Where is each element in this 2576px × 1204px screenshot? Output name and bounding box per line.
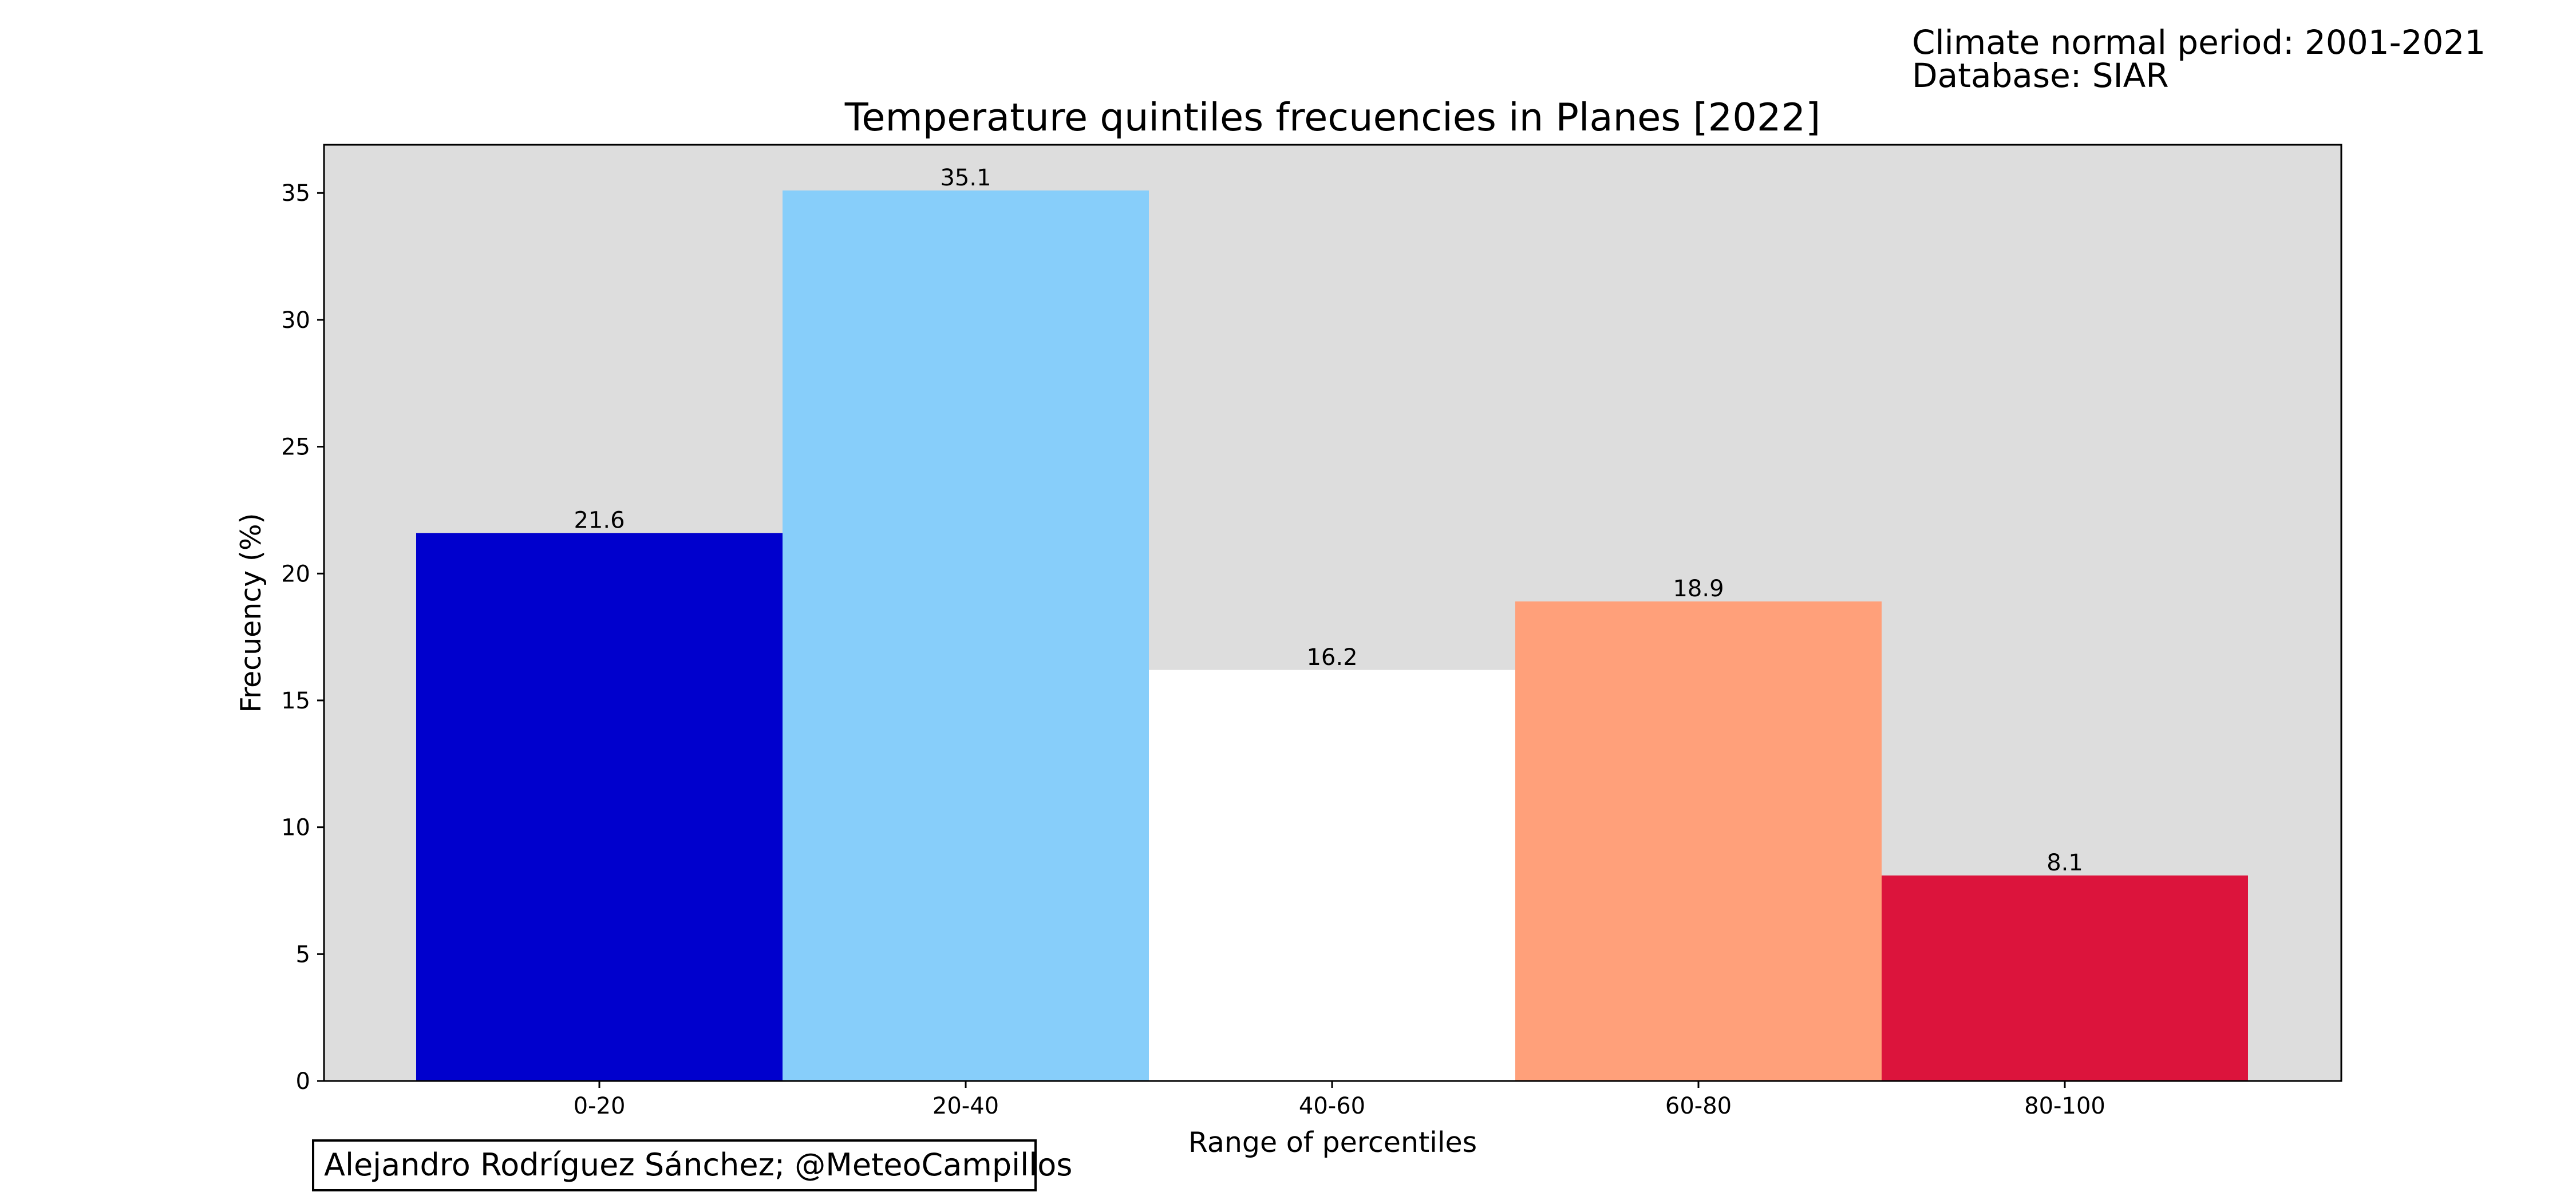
x-tick-label: 60-80	[1665, 1093, 1732, 1119]
y-tick-label: 0	[296, 1068, 310, 1095]
bar-value-label: 16.2	[1306, 644, 1357, 671]
y-tick-label: 20	[281, 561, 310, 587]
bar-value-label: 8.1	[2046, 850, 2083, 876]
x-axis-ticks: 0-20 20-40 40-60 60-80 80-100	[574, 1081, 2105, 1119]
plot-frame	[323, 144, 2342, 1082]
climate-normal-text: Climate normal period: 2001-2021	[1912, 23, 2486, 62]
y-tick-label: 15	[281, 688, 310, 714]
x-tick-label: 80-100	[2024, 1093, 2105, 1119]
credit-text: Alejandro Rodríguez Sánchez; @MeteoCampi…	[324, 1147, 1072, 1183]
bar-20-40	[783, 190, 1149, 1081]
y-tick-label: 30	[281, 307, 310, 334]
credit-box	[312, 1139, 1037, 1191]
database-text: Database: SIAR	[1912, 56, 2169, 95]
y-axis-ticks: 0 5 10 15 20 25 30 35	[281, 180, 324, 1095]
x-tick-label: 20-40	[933, 1093, 999, 1119]
bar-80-100	[1882, 875, 2248, 1081]
y-tick-label: 5	[296, 941, 310, 968]
x-axis-label: Range of percentiles	[1188, 1126, 1477, 1159]
y-tick-label: 35	[281, 180, 310, 207]
chart-title: Temperature quintiles frecuencies in Pla…	[844, 95, 1821, 140]
bar-value-labels: 21.6 35.1 16.2 18.9 8.1	[574, 165, 2083, 876]
bar-0-20	[416, 533, 783, 1081]
bar-40-60	[1149, 670, 1515, 1081]
y-tick-label: 25	[281, 434, 310, 461]
bar-value-label: 21.6	[574, 507, 625, 533]
bar-value-label: 18.9	[1673, 576, 1724, 602]
bar-60-80	[1515, 601, 1882, 1081]
x-tick-label: 0-20	[574, 1093, 626, 1119]
bars-layer	[416, 190, 2248, 1081]
y-tick-label: 10	[281, 815, 310, 841]
y-axis-label: Frecuency (%)	[235, 513, 267, 712]
x-tick-label: 40-60	[1299, 1093, 1365, 1119]
bar-value-label: 35.1	[940, 165, 991, 191]
